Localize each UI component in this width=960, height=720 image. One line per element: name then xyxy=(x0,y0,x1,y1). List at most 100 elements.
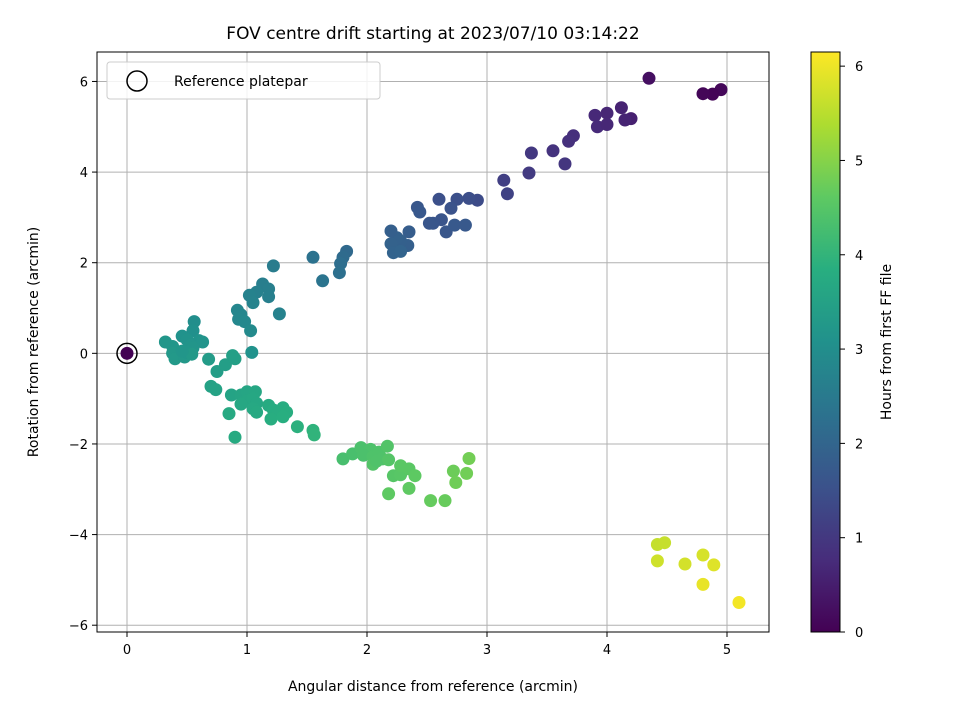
y-tick-label: 4 xyxy=(80,166,88,181)
x-tick-label: 3 xyxy=(483,643,491,658)
data-point xyxy=(209,383,223,397)
data-point xyxy=(650,554,664,568)
colorbar-tick-label: 2 xyxy=(855,437,863,452)
data-point xyxy=(413,205,427,219)
data-point xyxy=(245,345,259,359)
data-point xyxy=(600,118,614,131)
data-point xyxy=(262,290,276,304)
data-point xyxy=(460,466,474,480)
legend-marker-icon xyxy=(126,70,148,92)
data-point xyxy=(462,191,476,205)
data-point xyxy=(696,577,710,591)
colorbar-tick-label: 6 xyxy=(855,60,863,75)
plot-frame xyxy=(96,51,770,633)
colorbar-title: Hours from first FF file xyxy=(879,264,895,420)
data-point xyxy=(696,87,710,101)
colorbar-ticks: 0 1 2 3 4 5 6 xyxy=(840,60,863,641)
y-tick-label: −2 xyxy=(69,438,88,453)
x-tick-label: 1 xyxy=(243,643,251,658)
data-point xyxy=(402,481,416,495)
data-point xyxy=(276,410,290,424)
x-tick-label: 5 xyxy=(723,643,731,658)
data-point xyxy=(356,448,370,462)
data-point xyxy=(438,494,452,508)
data-point xyxy=(332,266,346,280)
y-tick-label: 6 xyxy=(80,75,88,90)
data-point xyxy=(446,464,460,478)
colorbar-tick-label: 0 xyxy=(855,626,863,641)
y-axis-ticks: −6 −4 −2 0 2 4 6 xyxy=(69,75,97,634)
data-point xyxy=(246,296,260,310)
reference-ring xyxy=(116,342,138,365)
x-axis-ticks: 0 1 2 3 4 5 xyxy=(123,632,731,658)
data-point xyxy=(272,307,286,321)
x-tick-label: 4 xyxy=(603,643,611,658)
data-point xyxy=(707,558,721,572)
data-point xyxy=(562,134,576,148)
data-point xyxy=(234,397,248,411)
y-tick-label: 0 xyxy=(80,347,88,362)
data-point xyxy=(224,388,238,402)
data-point xyxy=(266,259,280,273)
data-point xyxy=(462,452,476,465)
x-axis-title: Angular distance from reference (arcmin) xyxy=(288,679,578,695)
data-point xyxy=(500,187,514,201)
y-axis-title: Rotation from reference (arcmin) xyxy=(26,227,42,457)
grid xyxy=(97,52,769,632)
data-point xyxy=(316,274,330,288)
colorbar-tick-label: 4 xyxy=(855,249,863,264)
data-point xyxy=(382,487,396,501)
data-point xyxy=(196,335,210,349)
data-point xyxy=(380,439,394,453)
y-tick-label: −6 xyxy=(69,619,88,634)
data-point xyxy=(588,108,602,122)
data-point xyxy=(546,144,560,158)
data-point xyxy=(558,157,572,171)
legend-box xyxy=(106,61,381,100)
data-point xyxy=(202,352,216,366)
data-points xyxy=(158,71,746,609)
data-point xyxy=(678,557,692,571)
colorbar: 0 1 2 3 4 5 6 Hours from first FF file xyxy=(810,51,895,641)
data-point xyxy=(432,192,446,206)
data-point xyxy=(336,452,350,466)
colorbar-tick-label: 1 xyxy=(855,532,863,547)
data-point xyxy=(696,548,710,562)
data-point xyxy=(706,87,720,101)
legend: Reference platepar xyxy=(106,61,381,100)
data-point xyxy=(175,344,189,358)
x-tick-label: 2 xyxy=(363,643,371,658)
data-point xyxy=(658,536,672,550)
data-point xyxy=(384,224,398,238)
data-point xyxy=(618,113,632,127)
data-point xyxy=(422,216,436,230)
x-tick-label: 0 xyxy=(123,643,131,658)
data-point xyxy=(244,324,258,338)
colorbar-gradient xyxy=(810,51,841,633)
data-point xyxy=(444,201,458,215)
data-point xyxy=(408,469,422,483)
reference-point xyxy=(120,346,134,360)
data-point xyxy=(290,420,304,434)
data-point xyxy=(218,358,232,372)
chart-title: FOV centre drift starting at 2023/07/10 … xyxy=(226,24,639,44)
data-point xyxy=(458,218,472,232)
data-point xyxy=(250,405,264,419)
data-point xyxy=(228,352,242,366)
data-point xyxy=(264,412,278,426)
data-point xyxy=(228,430,242,444)
reference-marker xyxy=(116,342,138,365)
data-point xyxy=(497,173,511,187)
data-point xyxy=(394,244,408,258)
colorbar-tick-label: 3 xyxy=(855,343,863,358)
data-point xyxy=(600,106,614,120)
data-point xyxy=(449,476,463,489)
data-point xyxy=(524,146,538,160)
data-point xyxy=(642,71,656,85)
colorbar-tick-label: 5 xyxy=(855,154,863,169)
y-tick-label: −4 xyxy=(69,529,88,544)
data-point xyxy=(522,166,536,180)
data-point xyxy=(402,225,416,239)
data-point xyxy=(732,596,746,609)
